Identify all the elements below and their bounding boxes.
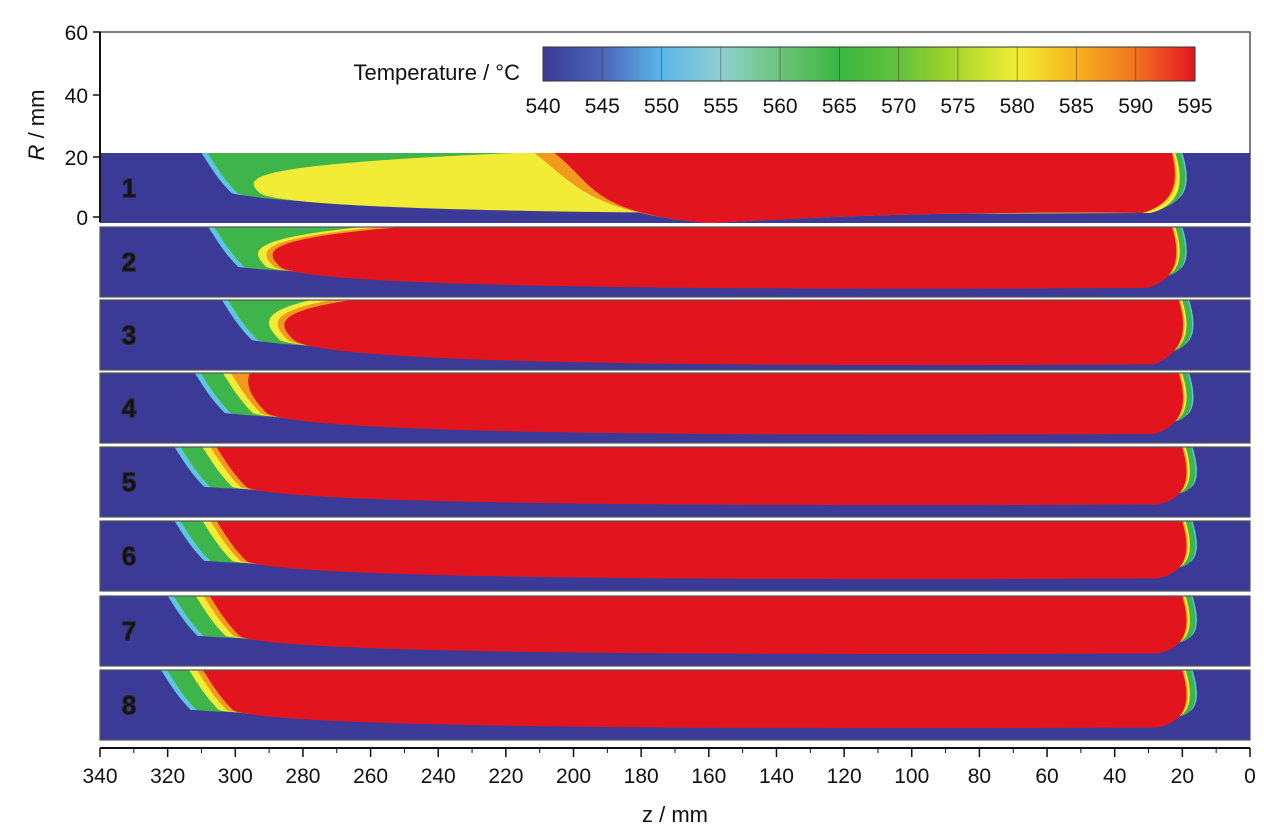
x-tick-label: 60 (1035, 765, 1058, 788)
strip-frame (99, 595, 1251, 667)
panel-number-label: 6 (122, 541, 136, 571)
strip-panel: 4 (99, 372, 1251, 444)
panel-number-label: 8 (122, 690, 136, 720)
x-tick-label: 0 (1244, 765, 1256, 788)
strip-panel: 7 (99, 595, 1251, 667)
y-axis-label: R / mm (24, 90, 49, 161)
x-tick-label: 220 (488, 765, 523, 788)
x-tick-label: 320 (150, 765, 185, 788)
x-tick-label: 160 (691, 765, 726, 788)
colorbar-label: Temperature / °C (353, 60, 520, 85)
x-tick-label: 280 (285, 765, 320, 788)
strip-panel: 1 (100, 153, 1250, 223)
x-axis-label: z / mm (642, 802, 708, 827)
x-tick-label: 100 (894, 765, 929, 788)
strips: 1 2 3 4 5 6 7 8 (99, 153, 1251, 741)
colorbar-tick-label: 570 (881, 95, 916, 118)
colorbar-tick-label: 585 (1059, 95, 1094, 118)
strip-panel: 8 (99, 669, 1251, 741)
panel-number-label: 5 (122, 467, 136, 497)
temperature-contour-band (554, 153, 1175, 223)
x-tick-label: 80 (968, 765, 991, 788)
colorbar-tick-label: 560 (763, 95, 798, 118)
y-tick-label: 20 (65, 147, 88, 170)
strip-panel: 2 (99, 226, 1251, 298)
strip-frame (99, 520, 1251, 592)
strip-frame (99, 669, 1251, 741)
panel-number-label: 3 (122, 320, 136, 350)
x-tick-label: 240 (421, 765, 456, 788)
colorbar-tick-label: 565 (822, 95, 857, 118)
temperature-contour-band (216, 521, 1187, 580)
x-tick-label: 120 (827, 765, 862, 788)
panel-number-label: 2 (122, 247, 136, 277)
strip-frame (99, 372, 1251, 444)
temperature-contour-band (202, 670, 1187, 729)
colorbar-tick-label: 540 (525, 95, 560, 118)
temperature-contour-band (284, 300, 1184, 366)
colorbar-tick-label: 545 (585, 95, 620, 118)
colorbar-tick-label: 575 (940, 95, 975, 118)
strip-frame (99, 299, 1251, 371)
x-tick-label: 200 (556, 765, 591, 788)
temperature-contour-band (272, 227, 1177, 289)
strip-panel: 5 (99, 446, 1251, 518)
colorbar-tick-label: 590 (1118, 95, 1153, 118)
temperature-contour-band (209, 596, 1187, 655)
colorbar-tick-label: 550 (644, 95, 679, 118)
panel-number-label: 1 (122, 173, 136, 203)
x-tick-label: 20 (1171, 765, 1194, 788)
y-tick-label: 0 (76, 207, 88, 230)
strip-frame (99, 226, 1251, 298)
colorbar-gradient (542, 46, 1196, 82)
x-tick-label: 180 (624, 765, 659, 788)
temperature-contour-band (216, 447, 1187, 506)
strip-panel: 6 (99, 520, 1251, 592)
x-tick-label: 340 (82, 765, 117, 788)
x-tick-label: 260 (353, 765, 388, 788)
y-tick-label: 60 (65, 22, 88, 45)
colorbar: Temperature / °C 540 545 550 555 560 565 570 57… (353, 46, 1213, 118)
strip-panel: 3 (99, 299, 1251, 371)
colorbar-tick-label: 580 (1000, 95, 1035, 118)
y-tick-label: 40 (65, 85, 88, 108)
panel-number-label: 4 (122, 393, 137, 423)
temperature-contour-band (248, 373, 1184, 435)
colorbar-tick-label: 595 (1177, 95, 1212, 118)
colorbar-tick-label: 555 (703, 95, 738, 118)
y-axis: R / mm 0 20 40 60 (24, 22, 101, 230)
x-axis: z / mm 340 320 300 280 260 240 220 200 180 160 140… (82, 747, 1256, 827)
x-tick-label: 300 (218, 765, 253, 788)
x-tick-label: 40 (1103, 765, 1126, 788)
x-tick-label: 140 (759, 765, 794, 788)
strip-frame (99, 446, 1251, 518)
panel-number-label: 7 (122, 616, 136, 646)
